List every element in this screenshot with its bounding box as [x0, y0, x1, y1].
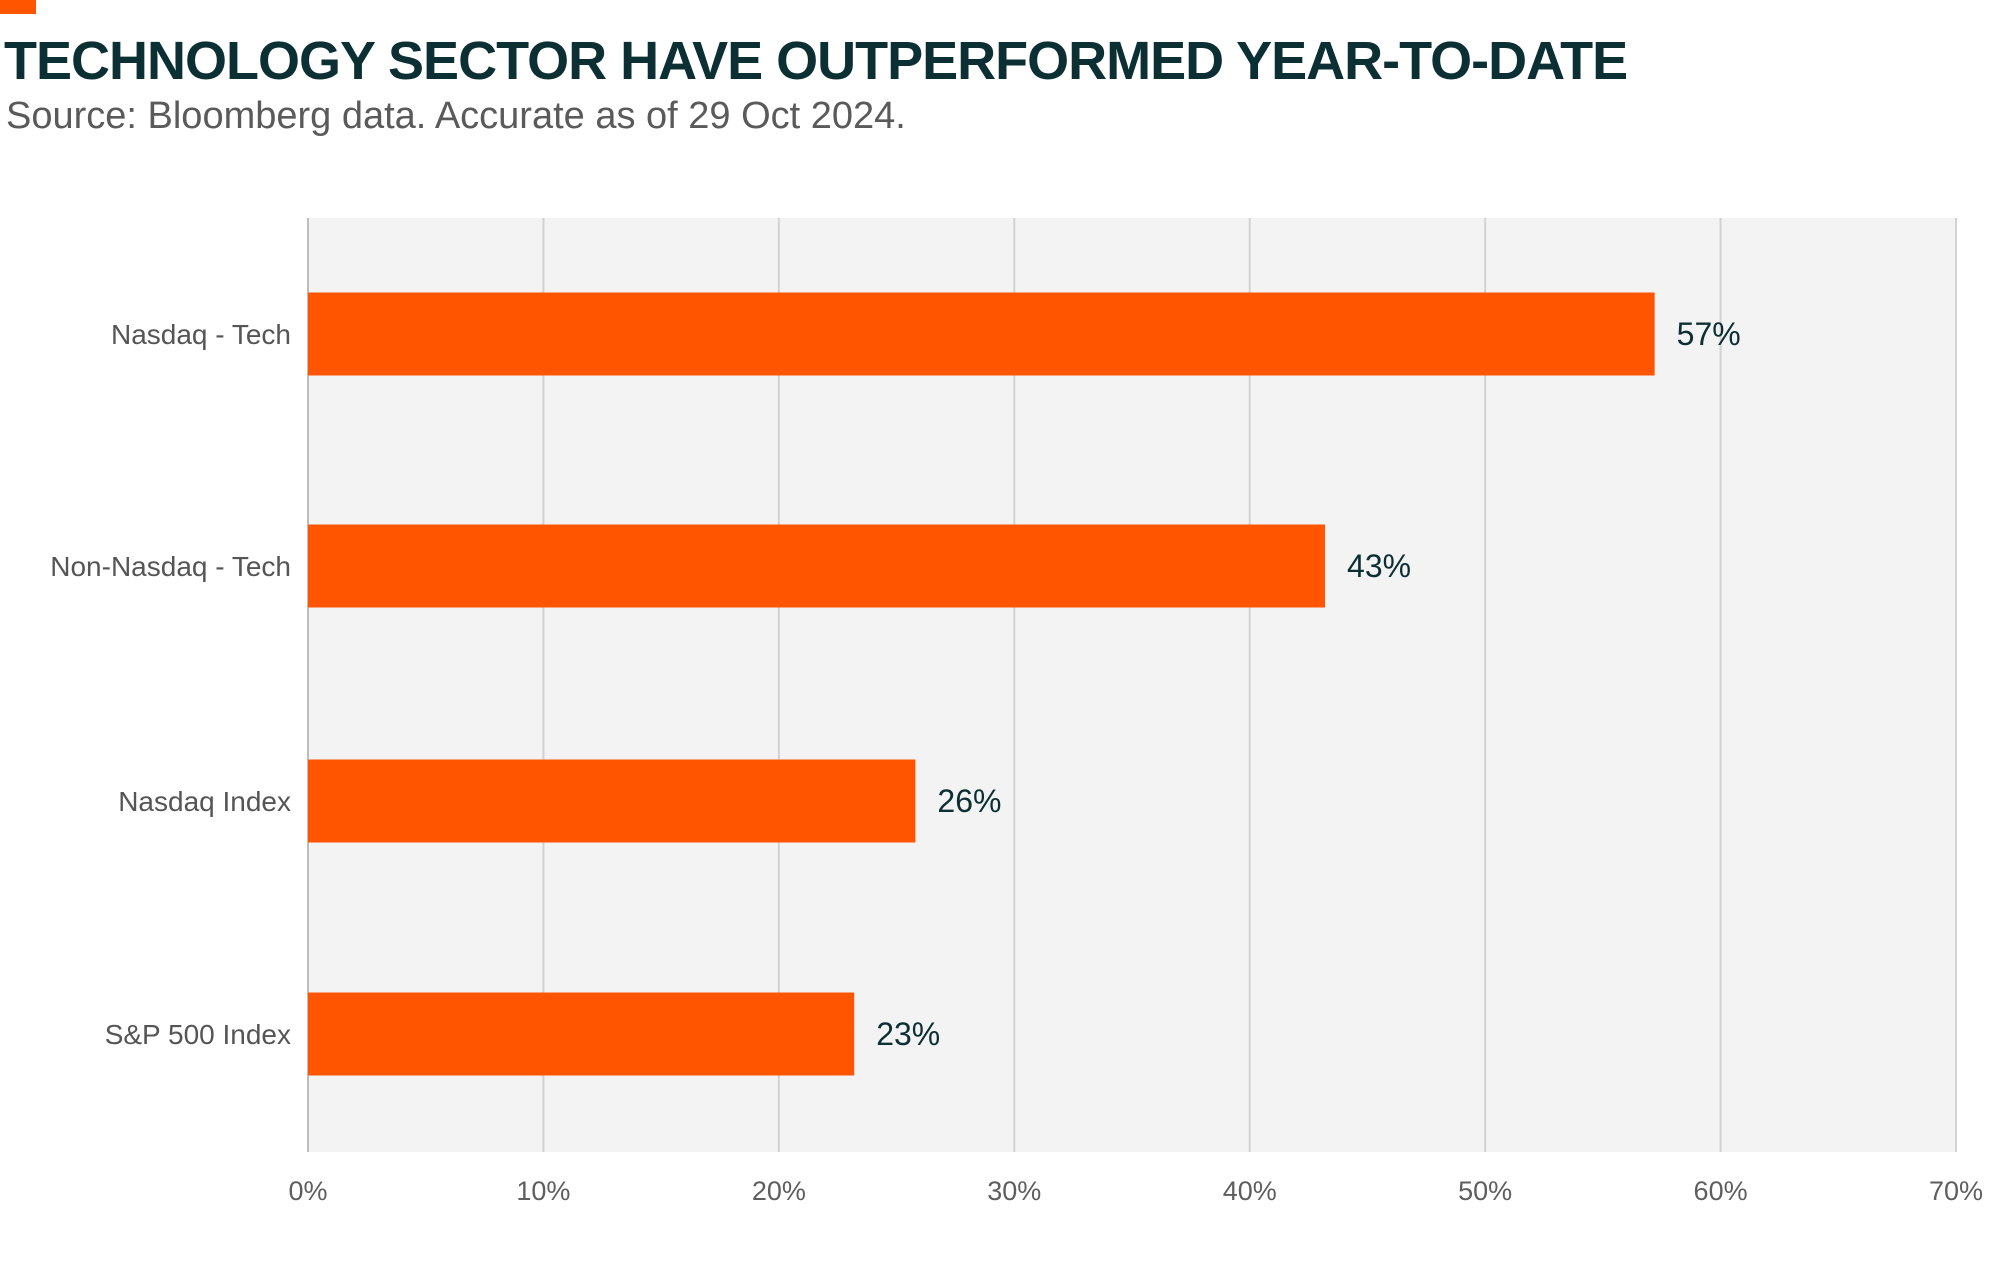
x-tick-label: 50% [1458, 1176, 1512, 1206]
x-tick-label: 30% [987, 1176, 1041, 1206]
x-tick-label: 0% [288, 1176, 327, 1206]
category-label: Non-Nasdaq - Tech [50, 551, 291, 582]
data-label: 26% [937, 783, 1001, 819]
data-label: 57% [1677, 316, 1741, 352]
accent-block [0, 0, 36, 14]
bar [308, 524, 1326, 608]
x-tick-label: 70% [1929, 1176, 1983, 1206]
category-label: Nasdaq Index [118, 786, 291, 817]
data-label: 43% [1347, 548, 1411, 584]
bar [308, 292, 1655, 376]
data-label: 23% [876, 1016, 940, 1052]
bar [308, 759, 916, 843]
x-tick-label: 40% [1223, 1176, 1277, 1206]
chart-title: TECHNOLOGY SECTOR HAVE OUTPERFORMED YEAR… [4, 31, 1628, 91]
chart-subtitle: Source: Bloomberg data. Accurate as of 2… [6, 95, 906, 137]
category-label: S&P 500 Index [105, 1019, 291, 1050]
x-tick-label: 60% [1694, 1176, 1748, 1206]
category-label: Nasdaq - Tech [111, 319, 291, 350]
bar [308, 992, 855, 1076]
x-tick-label: 10% [516, 1176, 570, 1206]
x-tick-label: 20% [752, 1176, 806, 1206]
